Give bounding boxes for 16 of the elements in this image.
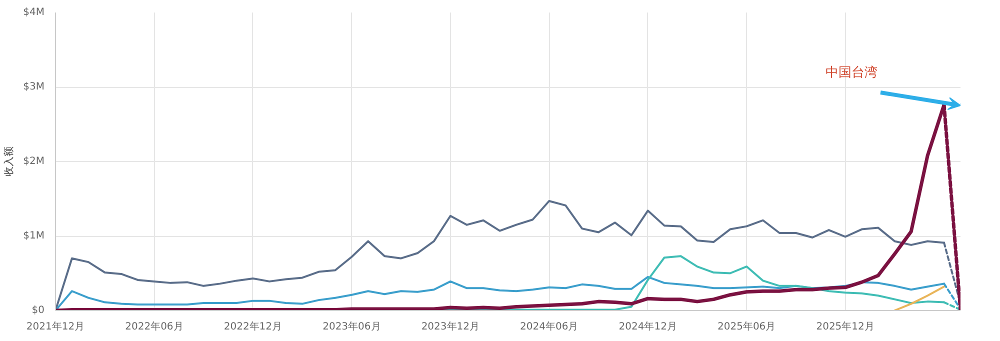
y-tick-label: $1M [23, 230, 45, 242]
y-axis-title: 收入额 [3, 146, 16, 176]
y-tick-label: $4M [23, 7, 45, 18]
x-tick-label: 2022年06月 [125, 320, 184, 332]
x-tick-label: 2022年12月 [224, 320, 282, 332]
x-tick-label: 2021年12月 [26, 320, 85, 332]
x-tick-label: 2025年12月 [816, 320, 874, 332]
x-tick-label: 2023年06月 [322, 320, 381, 332]
x-tick-label: 2023年12月 [421, 320, 480, 332]
annotation: 中国台湾 [826, 64, 878, 80]
y-tick-label: $3M [23, 82, 45, 92]
x-tick-label: 2025年06月 [718, 320, 776, 332]
x-tick-label: 2024年12月 [618, 320, 677, 332]
x-tick-label: 2024年06月 [520, 320, 578, 332]
y-tick-label: $2M [23, 156, 45, 167]
y-tick-label: $0 [32, 305, 45, 316]
